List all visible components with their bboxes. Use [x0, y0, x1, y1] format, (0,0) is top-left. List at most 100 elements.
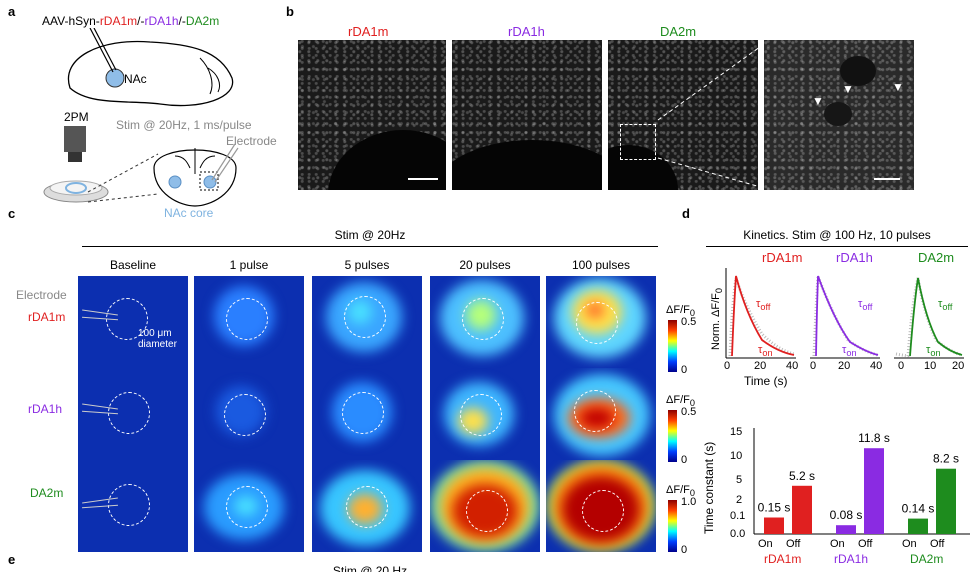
- tau-on-rda1h: τon: [842, 344, 857, 358]
- colorbar-sub: 0: [689, 308, 695, 319]
- bar-ytick: 0.0: [730, 528, 746, 540]
- colorbar-label: ΔF/F: [666, 394, 690, 406]
- bar-rda1m-off: [792, 485, 812, 534]
- bar-value-label: 11.8 s: [858, 431, 890, 445]
- xtick: 10: [924, 360, 937, 372]
- bar-xtick: On: [758, 538, 773, 550]
- colorbar-label-1: ΔF/F0: [666, 304, 695, 318]
- panel-letter-b: b: [286, 4, 294, 19]
- electrode-label-c: Electrode: [16, 288, 67, 302]
- virus-da2m: DA2m: [185, 14, 220, 28]
- heatmap-rda1h-baseline: [78, 368, 188, 460]
- tau-off-rda1h: τoff: [858, 298, 872, 312]
- bar-rda1h-off: [864, 448, 884, 534]
- xtick: 0: [898, 360, 905, 372]
- xtick: 40: [786, 360, 799, 372]
- tau-on: τ: [842, 344, 847, 356]
- xtick: 0: [724, 360, 731, 372]
- colorbar-max-1: 0.5: [681, 316, 697, 328]
- trace-title-rda1h: rDA1h: [836, 250, 873, 265]
- mouse-brain-coronal: [153, 143, 239, 207]
- scale-bar: [408, 178, 438, 180]
- virus-rda1h: rDA1h: [144, 14, 179, 28]
- group-label-rda1h: rDA1h: [834, 552, 869, 566]
- label-rda1m: rDA1m: [348, 24, 389, 39]
- heatmap-da2m-5: [312, 460, 422, 552]
- 2pm-label: 2PM: [64, 110, 89, 124]
- stim-header-e: Stim @ 20 Hz: [332, 564, 408, 572]
- tau-off: τ: [938, 298, 943, 310]
- heatmap-rda1h-100: [546, 368, 656, 460]
- colorbar-label: ΔF/F: [666, 304, 690, 316]
- tau-off-sub: off: [942, 302, 953, 313]
- bar-value-label: 0.15 s: [758, 501, 791, 515]
- xtick: 20: [838, 360, 851, 372]
- scale-bar: [874, 178, 900, 180]
- tau-on-sub: on: [762, 348, 773, 359]
- colorbar-sub: 0: [689, 488, 695, 499]
- arrowhead-icon: ▼: [842, 82, 854, 96]
- tau-on-da2m: τon: [926, 344, 941, 358]
- header-rule-d: [706, 246, 968, 247]
- colorbar-max-3: 1.0: [681, 496, 697, 508]
- heatmap-da2m-baseline: [78, 460, 188, 552]
- bar-value-label: 0.08 s: [830, 508, 863, 522]
- bar-xtick: Off: [858, 538, 873, 550]
- header-rule-c: [82, 246, 658, 247]
- stim-condition-label: Stim @ 20Hz, 1 ms/pulse: [116, 118, 252, 132]
- colorbar-max-2: 0.5: [681, 406, 697, 418]
- micrograph-da2m: [608, 40, 758, 190]
- heatmap-rda1h-20: [430, 368, 540, 460]
- colorbar-3: [668, 500, 677, 552]
- col-1-pulse: 1 pulse: [229, 258, 269, 272]
- tau-off-sub: off: [760, 302, 771, 313]
- diameter-label: 100 μm diameter: [138, 328, 177, 350]
- nac-label: NAc: [124, 72, 147, 86]
- xtick: 0: [810, 360, 817, 372]
- bar-ytick: 15: [730, 426, 743, 438]
- bar-ytick: 5: [736, 474, 743, 486]
- colorbar-min-1: 0: [681, 364, 688, 376]
- tau-on-sub: on: [846, 348, 857, 359]
- bar-ytick: 10: [730, 450, 743, 462]
- bar-ytick: 0.1: [730, 510, 746, 522]
- nac-region: [105, 68, 125, 88]
- bar-value-label: 5.2 s: [789, 469, 815, 483]
- heatmap-rda1h-1: [194, 368, 304, 460]
- panel-letter-a: a: [8, 4, 16, 19]
- kinetics-header: Kinetics. Stim @ 100 Hz, 10 pulses: [743, 228, 931, 242]
- arrowhead-icon: ▼: [812, 94, 824, 108]
- heatmap-rda1m-20: [430, 276, 540, 368]
- trace-title-da2m: DA2m: [918, 250, 955, 265]
- row-label-da2m: DA2m: [30, 486, 64, 500]
- electrode-label-a: Electrode: [226, 134, 277, 148]
- tau-on-sub: on: [930, 348, 941, 359]
- micrograph-zoom: ▼ ▼ ▼: [764, 40, 914, 190]
- panel-letter-d: d: [682, 206, 690, 221]
- panel-letter-c: c: [8, 206, 16, 221]
- bar-xtick: Off: [786, 538, 801, 550]
- virus-sep2: /-: [178, 14, 186, 28]
- colorbar-label-2: ΔF/F0: [666, 394, 695, 408]
- tau-on: τ: [758, 344, 763, 356]
- row-label-rda1h: rDA1h: [28, 402, 63, 416]
- row-label-rda1m: rDA1m: [28, 310, 66, 324]
- tau-on-rda1m: τon: [758, 344, 773, 358]
- bar-value-label: 0.14 s: [902, 502, 935, 516]
- zoom-box: [620, 124, 656, 160]
- zoom-dashed-lines: [87, 153, 159, 203]
- col-20-pulses: 20 pulses: [459, 258, 511, 272]
- heatmap-rda1m-100: [546, 276, 656, 368]
- tau-off-da2m: τoff: [938, 298, 952, 312]
- arrowhead-icon: ▼: [892, 80, 904, 94]
- colorbar-sub: 0: [689, 398, 695, 409]
- col-baseline: Baseline: [109, 258, 157, 272]
- bar-da2m-off: [936, 468, 956, 534]
- bar-xtick: On: [902, 538, 917, 550]
- label-rda1h: rDA1h: [508, 24, 545, 39]
- trace-rda1h: [810, 275, 880, 359]
- bar-xtick: Off: [930, 538, 945, 550]
- bars: 0.15 s 5.2 s 0.08 s 11.8 s 0.14 s 8.2 s: [758, 431, 959, 534]
- panel-letter-e: e: [8, 552, 16, 567]
- heatmap-rda1m-5: [312, 276, 422, 368]
